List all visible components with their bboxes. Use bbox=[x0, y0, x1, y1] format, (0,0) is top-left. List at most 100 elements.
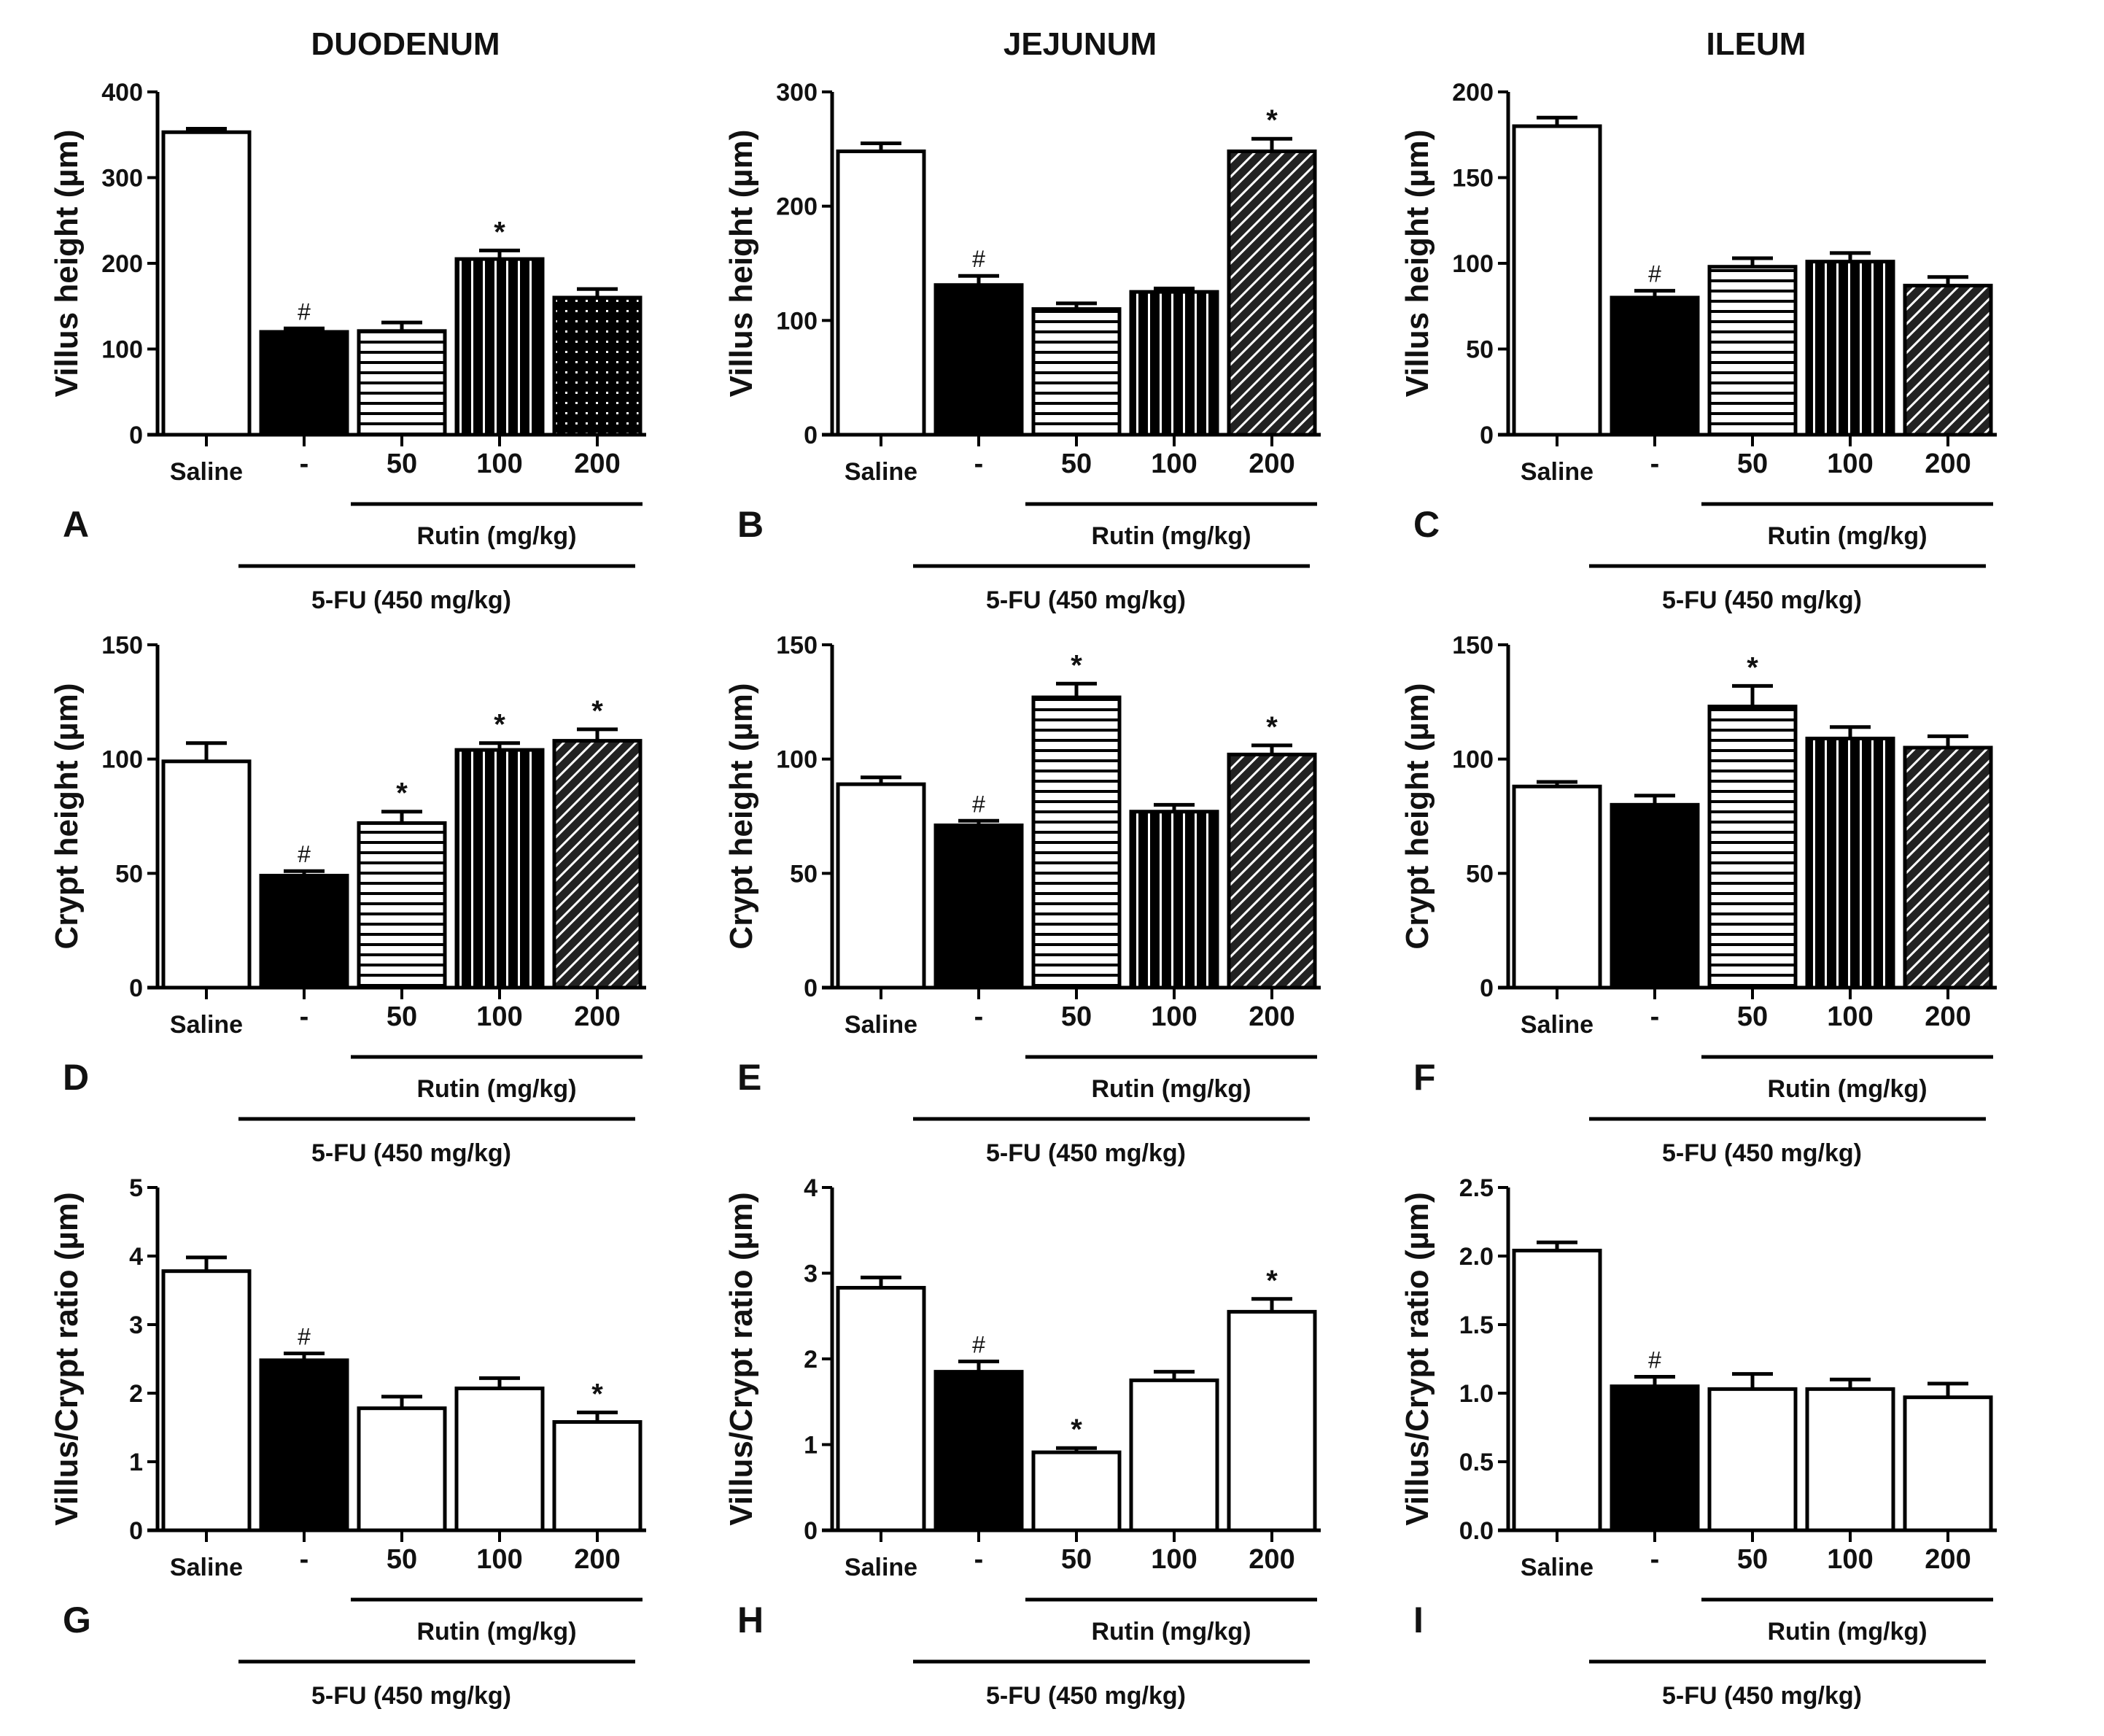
x-tick-label: 50 bbox=[387, 449, 417, 479]
significance-marker: * bbox=[1266, 104, 1278, 136]
significance-marker: * bbox=[1266, 711, 1278, 743]
x-tick-label: 100 bbox=[476, 1544, 522, 1575]
column-title: ILEUM bbox=[1707, 26, 1806, 62]
significance-marker: * bbox=[1071, 649, 1082, 681]
significance-marker: * bbox=[494, 709, 505, 741]
y-tick-label: 4 bbox=[804, 1174, 818, 1202]
x-tick-label: 50 bbox=[1061, 1001, 1092, 1032]
panel-f: 0 50 100 150 Crypt height (µm) Saline - * 50 100 2… bbox=[1400, 632, 1997, 1167]
bar-rutin-200 bbox=[1903, 1395, 1993, 1532]
y-tick-label: 5 bbox=[129, 1174, 143, 1202]
fu-group-label: 5-FU (450 mg/kg) bbox=[986, 1139, 1186, 1167]
panel-letter: F bbox=[1413, 1057, 1436, 1098]
panels: 0 100 200 300 4 0 0 Villus height (µm) Saline # - 5… bbox=[49, 79, 1997, 1710]
bar-vehicle bbox=[1610, 1384, 1700, 1532]
x-tick-label: Saline bbox=[845, 1011, 917, 1039]
significance-marker: # bbox=[1648, 261, 1661, 287]
y-tick-label: 2 bbox=[804, 1346, 818, 1373]
bar-saline bbox=[836, 1285, 926, 1532]
bar-rutin-50 bbox=[1707, 265, 1798, 437]
x-tick-label: 100 bbox=[476, 449, 522, 479]
bar-saline bbox=[161, 130, 252, 437]
y-tick-label: 1 bbox=[804, 1432, 818, 1460]
bar-vehicle bbox=[933, 1370, 1024, 1532]
y-tick-label: 50 bbox=[790, 860, 818, 888]
y-tick-label: 100 bbox=[1452, 746, 1494, 774]
y-axis-label: Villus height (µm) bbox=[723, 130, 759, 398]
y-tick-label: 0 bbox=[129, 1517, 143, 1545]
rutin-group-label: Rutin (mg/kg) bbox=[1767, 522, 1927, 550]
panel-letter: E bbox=[737, 1057, 761, 1098]
panel-c: 0 50 100 150 200 Villus height (µm) Saline # - 50… bbox=[1400, 79, 1997, 614]
y-axis-label: Villus height (µm) bbox=[49, 130, 85, 398]
panel-letter: C bbox=[1413, 504, 1440, 545]
y-tick-label: 300 bbox=[776, 79, 818, 106]
bar-vehicle bbox=[1610, 802, 1700, 990]
x-tick-label: Saline bbox=[845, 458, 917, 486]
x-tick-label: Saline bbox=[1521, 1011, 1593, 1039]
x-tick-label: Saline bbox=[1521, 458, 1593, 486]
panel-g: 0 1 2 3 4 5 Villus/Crypt ratio (µm) Saline # - 50 1… bbox=[49, 1174, 646, 1710]
x-tick-label: 100 bbox=[1151, 1001, 1197, 1032]
y-tick-label: 150 bbox=[101, 632, 143, 659]
x-tick-label: 200 bbox=[574, 449, 620, 479]
bar-rutin-50 bbox=[357, 1406, 447, 1532]
bar-saline bbox=[1512, 124, 1602, 437]
significance-marker: * bbox=[1071, 1414, 1082, 1446]
rutin-group-label: Rutin (mg/kg) bbox=[1767, 1075, 1927, 1103]
bar-vehicle bbox=[933, 824, 1024, 990]
x-tick-label: - bbox=[1650, 1544, 1660, 1575]
panel-letter: G bbox=[63, 1600, 91, 1640]
bar-vehicle bbox=[259, 330, 349, 437]
significance-marker: # bbox=[972, 1332, 985, 1358]
rutin-group-label: Rutin (mg/kg) bbox=[1767, 1618, 1927, 1646]
y-tick-label: 0 bbox=[129, 974, 143, 1002]
y-tick-label: 150 bbox=[1452, 632, 1494, 659]
bar-rutin-100 bbox=[1129, 1378, 1219, 1532]
rutin-group-label: Rutin (mg/kg) bbox=[416, 1075, 576, 1103]
y-tick-label: 0 bbox=[804, 422, 818, 449]
bar-vehicle bbox=[1610, 295, 1700, 437]
fu-group-label: 5-FU (450 mg/kg) bbox=[986, 1682, 1186, 1710]
y-tick-label: 0.5 bbox=[1459, 1449, 1494, 1476]
y-tick-label: 4 bbox=[129, 1243, 143, 1271]
x-tick-label: 200 bbox=[1925, 1544, 1971, 1575]
y-tick-label: 1.5 bbox=[1459, 1311, 1494, 1339]
y-axis-label: Villus/Crypt ratio (µm) bbox=[723, 1192, 759, 1525]
bar-vehicle bbox=[933, 283, 1024, 437]
bar-rutin-200 bbox=[552, 1419, 643, 1532]
x-tick-label: - bbox=[974, 449, 984, 479]
bar-rutin-100 bbox=[1129, 290, 1219, 437]
y-tick-label: 0 bbox=[804, 1517, 818, 1545]
panel-i: 0.0 0.5 1.0 1.5 2.0 2.5 Villus/Crypt ratio (µm… bbox=[1400, 1174, 1997, 1710]
y-tick-label: 3 bbox=[804, 1260, 818, 1288]
bar-rutin-200 bbox=[1227, 149, 1317, 437]
bar-saline bbox=[1512, 784, 1602, 990]
fu-group-label: 5-FU (450 mg/kg) bbox=[986, 586, 1186, 614]
rutin-group-label: Rutin (mg/kg) bbox=[1091, 1618, 1251, 1646]
y-tick-label: 1 bbox=[129, 1449, 143, 1476]
x-tick-label: 100 bbox=[1151, 1544, 1197, 1575]
rutin-group-label: Rutin (mg/kg) bbox=[1091, 522, 1251, 550]
panel-h: 0 1 2 3 4 Villus/Crypt ratio (µm) Saline # - * 50 1… bbox=[723, 1174, 1321, 1710]
significance-marker: * bbox=[494, 216, 505, 248]
x-tick-label: - bbox=[300, 1544, 309, 1575]
fu-group-label: 5-FU (450 mg/kg) bbox=[311, 586, 511, 614]
x-tick-label: 100 bbox=[1151, 449, 1197, 479]
column-title: JEJUNUM bbox=[1004, 26, 1157, 62]
panel-e: 0 50 100 150 Crypt height (µm) Saline # - * 50 100… bbox=[723, 632, 1321, 1167]
bar-saline bbox=[161, 759, 252, 990]
x-tick-label: 50 bbox=[1737, 1544, 1768, 1575]
x-tick-label: 50 bbox=[1061, 449, 1092, 479]
significance-marker: # bbox=[298, 1323, 311, 1349]
bar-vehicle bbox=[259, 1358, 349, 1532]
x-tick-label: - bbox=[974, 1544, 984, 1575]
significance-marker: # bbox=[972, 246, 985, 272]
bar-rutin-50 bbox=[1707, 705, 1798, 990]
fu-group-label: 5-FU (450 mg/kg) bbox=[1662, 586, 1862, 614]
y-tick-label: 50 bbox=[115, 860, 143, 888]
y-tick-label: 100 bbox=[776, 746, 818, 774]
significance-marker: # bbox=[298, 841, 311, 867]
bar-rutin-100 bbox=[454, 1386, 545, 1532]
bar-rutin-200 bbox=[552, 295, 643, 437]
